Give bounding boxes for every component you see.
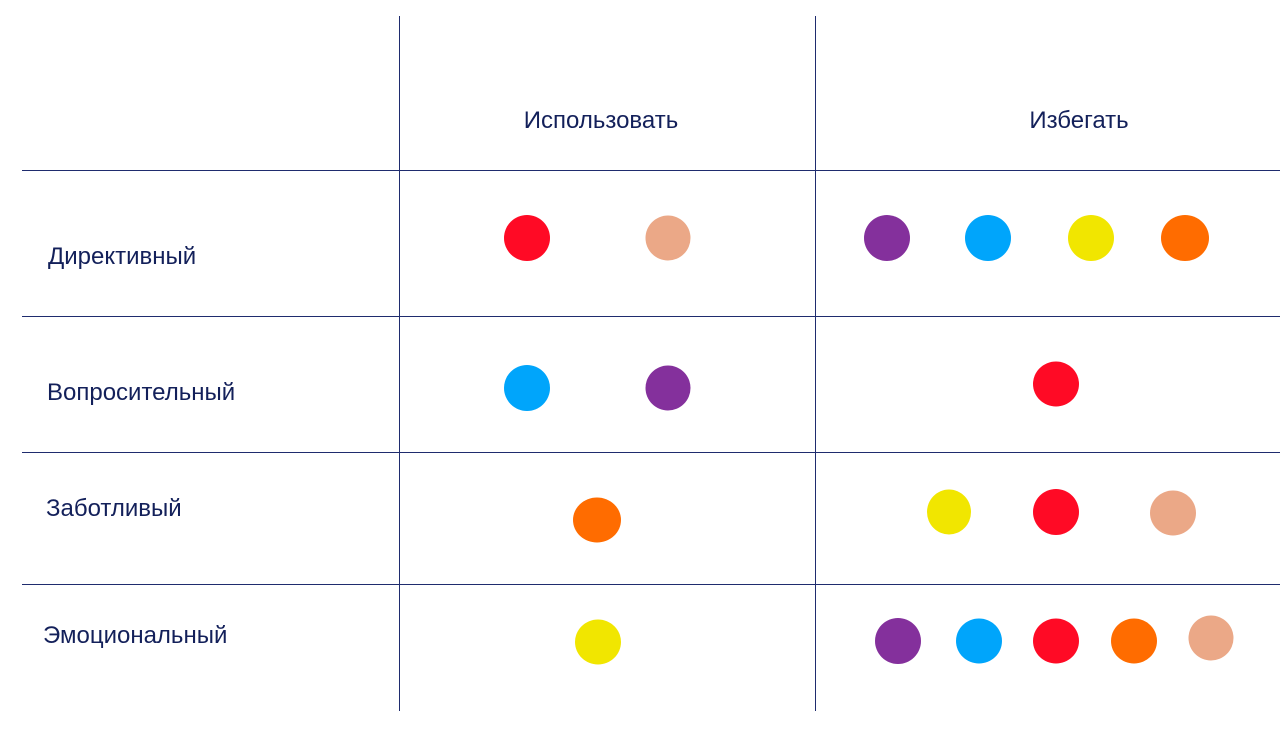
dot-directive-use-2 — [645, 215, 691, 261]
column-header-use: Использовать — [523, 107, 679, 134]
column-divider-2 — [815, 16, 816, 711]
column-header-avoid: Избегать — [1029, 107, 1129, 134]
dot-directive-avoid-2 — [965, 215, 1011, 261]
dot-emotional-use-1 — [575, 619, 621, 665]
dot-directive-avoid-3 — [1068, 215, 1114, 261]
dot-directive-avoid-1 — [864, 215, 910, 261]
row-label-caring: Заботливый — [46, 495, 182, 522]
dot-interrogative-use-1 — [504, 365, 550, 411]
row-divider-1 — [22, 316, 1280, 317]
row-divider-3 — [22, 584, 1280, 585]
dot-emotional-avoid-1 — [875, 618, 921, 664]
dot-caring-avoid-1 — [927, 489, 971, 535]
row-label-interrogative: Вопросительный — [47, 379, 236, 406]
dot-emotional-avoid-3 — [1033, 618, 1079, 664]
dot-emotional-avoid-2 — [956, 618, 1002, 664]
dot-caring-avoid-2 — [1033, 489, 1079, 535]
row-label-emotional: Эмоциональный — [43, 622, 228, 649]
dot-interrogative-avoid-1 — [1033, 361, 1079, 407]
column-divider-1 — [399, 16, 400, 711]
dot-interrogative-use-2 — [645, 365, 691, 411]
dot-emotional-avoid-5 — [1188, 615, 1234, 661]
dot-caring-use-1 — [573, 497, 621, 543]
row-divider-2 — [22, 452, 1280, 453]
row-label-directive: Директивный — [48, 243, 197, 270]
dot-directive-use-1 — [504, 215, 550, 261]
dot-directive-avoid-4 — [1161, 215, 1209, 261]
dot-emotional-avoid-4 — [1111, 618, 1157, 664]
dot-caring-avoid-3 — [1150, 490, 1196, 536]
header-divider — [22, 170, 1280, 171]
